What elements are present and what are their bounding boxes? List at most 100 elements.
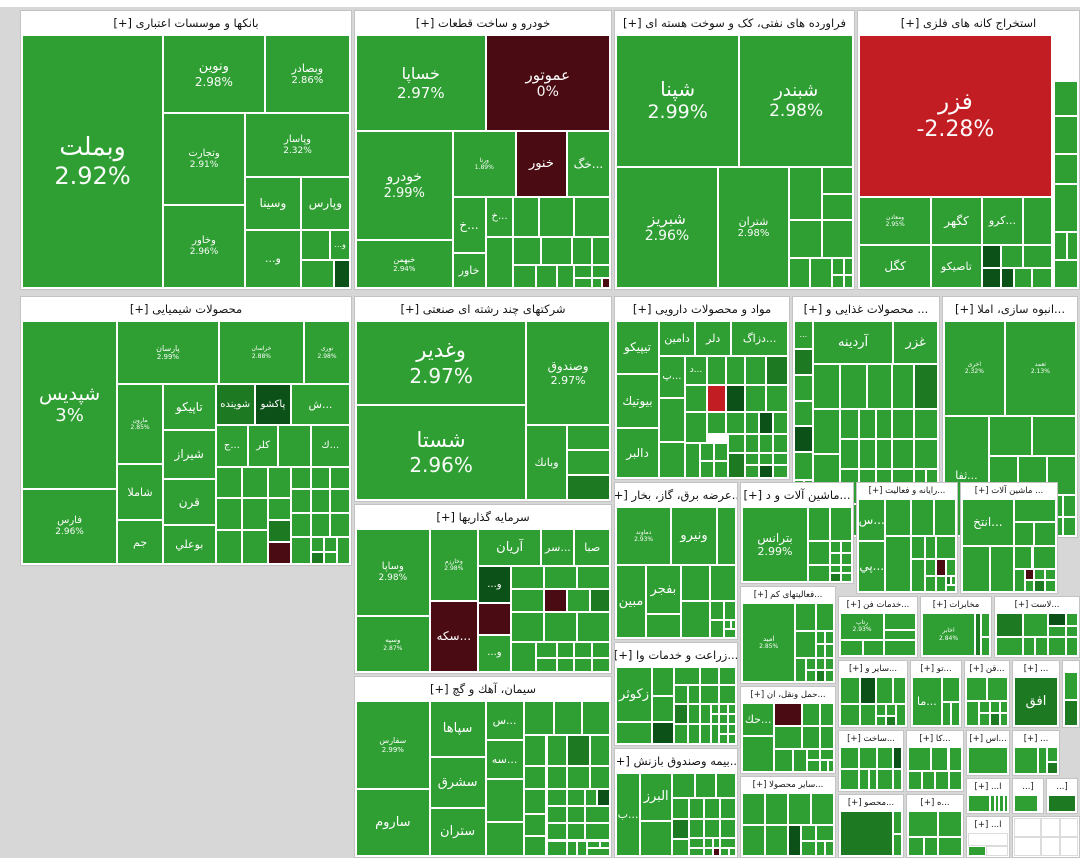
tile-...خ[interactable]: ...خ xyxy=(452,196,486,253)
tile[interactable] xyxy=(290,512,311,538)
tile[interactable] xyxy=(820,703,834,726)
tile[interactable] xyxy=(815,670,825,682)
tile-ثعمد[interactable]: ثعمد 2.13% xyxy=(1004,321,1076,416)
tile[interactable] xyxy=(710,723,720,744)
tile[interactable] xyxy=(807,760,821,772)
tile[interactable] xyxy=(948,747,962,771)
sector-header-dots-sector[interactable]: ... [+] xyxy=(1013,731,1059,747)
tile[interactable] xyxy=(268,542,291,564)
tile-البرز[interactable]: البرز xyxy=(640,773,673,822)
tile[interactable] xyxy=(215,466,242,499)
tile[interactable] xyxy=(1013,568,1025,592)
tile[interactable] xyxy=(1038,747,1047,774)
tile[interactable] xyxy=(727,703,736,714)
tile-دالبر[interactable]: دالبر xyxy=(616,427,659,478)
tile[interactable] xyxy=(994,795,1000,812)
tile[interactable] xyxy=(800,824,816,841)
tile[interactable] xyxy=(1047,636,1066,656)
tile[interactable] xyxy=(546,789,567,807)
tile[interactable] xyxy=(950,701,960,726)
tile[interactable] xyxy=(689,837,704,848)
tile-...د[interactable]: ...د xyxy=(684,355,708,386)
tile-ورنا[interactable]: ورنا 1.89% xyxy=(452,131,517,197)
tile[interactable] xyxy=(536,657,557,672)
tile[interactable] xyxy=(1047,747,1058,762)
tile-بیوتیك[interactable]: بیوتیك xyxy=(616,374,659,428)
tile[interactable] xyxy=(841,540,852,553)
tile[interactable] xyxy=(700,443,715,461)
tile[interactable] xyxy=(602,277,610,288)
tile[interactable] xyxy=(710,703,720,714)
tile[interactable] xyxy=(513,196,539,238)
tile[interactable] xyxy=(745,452,759,466)
tile-زکوثر[interactable]: زکوثر xyxy=(616,667,652,723)
tile[interactable] xyxy=(968,845,986,856)
tile[interactable] xyxy=(1013,499,1056,523)
tile[interactable] xyxy=(707,412,727,435)
tile-...خ[interactable]: ...خ xyxy=(485,196,514,238)
tile[interactable] xyxy=(815,603,834,631)
tile[interactable] xyxy=(840,409,859,440)
tile[interactable] xyxy=(703,847,714,856)
tile[interactable] xyxy=(1065,625,1078,637)
tile[interactable] xyxy=(290,537,311,564)
tile[interactable] xyxy=(830,507,852,541)
tile[interactable] xyxy=(795,658,807,682)
tile-شیراز[interactable]: شیراز xyxy=(163,430,216,479)
tile[interactable] xyxy=(574,265,593,278)
tile[interactable] xyxy=(934,499,956,537)
tile[interactable] xyxy=(840,439,859,470)
tile[interactable] xyxy=(877,747,894,770)
tile-وسپه[interactable]: وسپه 2.87% xyxy=(356,616,430,672)
tile[interactable] xyxy=(684,412,708,444)
tile[interactable] xyxy=(996,636,1024,656)
tile[interactable] xyxy=(566,766,590,790)
tile-بترانس[interactable]: بترانس 2.99% xyxy=(742,507,808,582)
tile[interactable] xyxy=(1060,818,1078,837)
tile[interactable] xyxy=(1035,636,1048,656)
tile[interactable] xyxy=(1001,244,1024,268)
tile[interactable] xyxy=(1065,636,1078,656)
tile[interactable] xyxy=(510,611,544,642)
tile-...س[interactable]: ...س xyxy=(485,701,524,740)
tile[interactable] xyxy=(1024,568,1035,580)
tile[interactable] xyxy=(300,229,331,261)
tile[interactable] xyxy=(589,735,610,767)
tile-خساپا[interactable]: خساپا 2.97% xyxy=(356,35,486,132)
tile[interactable] xyxy=(1014,818,1041,837)
tile-صبا[interactable]: صبا xyxy=(574,529,610,567)
tile[interactable] xyxy=(811,793,834,825)
tile[interactable] xyxy=(981,267,1002,288)
tile[interactable] xyxy=(689,819,704,838)
tile-خودرو[interactable]: خودرو 2.99% xyxy=(356,131,453,240)
sector-header-construction[interactable]: ...انبوه سازی، املا [+] xyxy=(943,297,1077,321)
tile[interactable] xyxy=(742,793,765,825)
tile-خبهمن[interactable]: خبهمن 2.94% xyxy=(356,239,453,288)
tile[interactable] xyxy=(1014,837,1041,856)
tile[interactable] xyxy=(989,700,1000,714)
tile[interactable] xyxy=(1034,568,1045,580)
tile[interactable] xyxy=(330,488,350,513)
tile-وسینا[interactable]: وسینا xyxy=(245,176,301,230)
tile[interactable] xyxy=(1053,232,1068,261)
tile[interactable] xyxy=(794,400,813,427)
tile[interactable] xyxy=(268,520,291,543)
tile[interactable] xyxy=(543,589,567,612)
tile[interactable] xyxy=(556,641,575,658)
tile-...انتخ[interactable]: ...انتخ xyxy=(962,499,1014,546)
tile[interactable] xyxy=(946,559,956,577)
tile[interactable] xyxy=(908,837,925,856)
tile[interactable] xyxy=(673,723,688,744)
tile[interactable] xyxy=(987,677,1008,701)
tile[interactable] xyxy=(566,449,610,475)
tile[interactable] xyxy=(946,576,952,585)
tile[interactable] xyxy=(1024,579,1035,592)
tile[interactable] xyxy=(1064,671,1078,701)
tile[interactable] xyxy=(640,821,673,856)
tile[interactable] xyxy=(981,244,1002,268)
tile[interactable] xyxy=(794,374,813,401)
tile[interactable] xyxy=(795,603,816,631)
tile[interactable] xyxy=(1023,636,1036,656)
tile-غزر[interactable]: غزر xyxy=(893,321,938,364)
tile[interactable] xyxy=(1053,153,1078,185)
